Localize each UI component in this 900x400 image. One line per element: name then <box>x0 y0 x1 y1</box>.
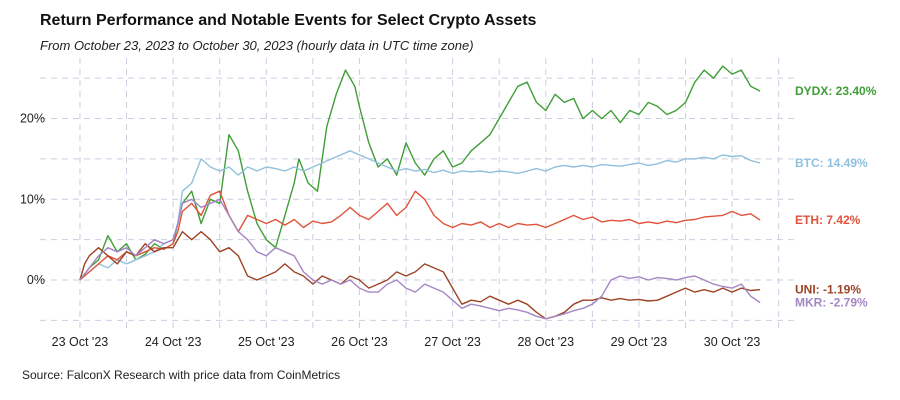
x-axis-tick-labels: 23 Oct '23 24 Oct '23 25 Oct '23 26 Oct '23… <box>52 335 761 349</box>
x-tick-label: 28 Oct '23 <box>517 335 574 349</box>
series-line-uni <box>79 230 761 320</box>
series-lines <box>79 65 761 320</box>
series-line-eth <box>79 190 761 281</box>
end-label-uni: UNI: -1.19% <box>795 283 861 297</box>
x-tick-label: 25 Oct '23 <box>238 335 295 349</box>
end-label-eth: ETH: 7.42% <box>795 213 861 227</box>
x-tick-label: 23 Oct '23 <box>52 335 109 349</box>
y-tick-label: 20% <box>20 112 45 126</box>
end-label-btc: BTC: 14.49% <box>795 156 868 170</box>
chart-subtitle: From October 23, 2023 to October 30, 202… <box>40 38 474 53</box>
series-end-labels: DYDX: 23.40% BTC: 14.49% ETH: 7.42% UNI: -1… <box>795 84 877 309</box>
end-label-mkr: MKR: -2.79% <box>795 296 868 310</box>
end-label-dydx: DYDX: 23.40% <box>795 84 877 98</box>
series-line-mkr <box>79 198 761 320</box>
y-tick-label: 10% <box>20 192 45 206</box>
x-tick-label: 29 Oct '23 <box>611 335 668 349</box>
x-tick-label: 26 Oct '23 <box>331 335 388 349</box>
y-axis-tick-labels: 0% 10% 20% <box>20 112 45 287</box>
x-tick-label: 30 Oct '23 <box>704 335 761 349</box>
x-tick-label: 24 Oct '23 <box>145 335 202 349</box>
series-line-dydx <box>79 65 761 281</box>
source-note: Source: FalconX Research with price data… <box>22 368 341 382</box>
grid-lines <box>40 58 798 328</box>
x-tick-label: 27 Oct '23 <box>424 335 481 349</box>
chart-title: Return Performance and Notable Events fo… <box>40 12 537 29</box>
y-tick-label: 0% <box>27 273 45 287</box>
series-line-btc <box>79 150 761 281</box>
